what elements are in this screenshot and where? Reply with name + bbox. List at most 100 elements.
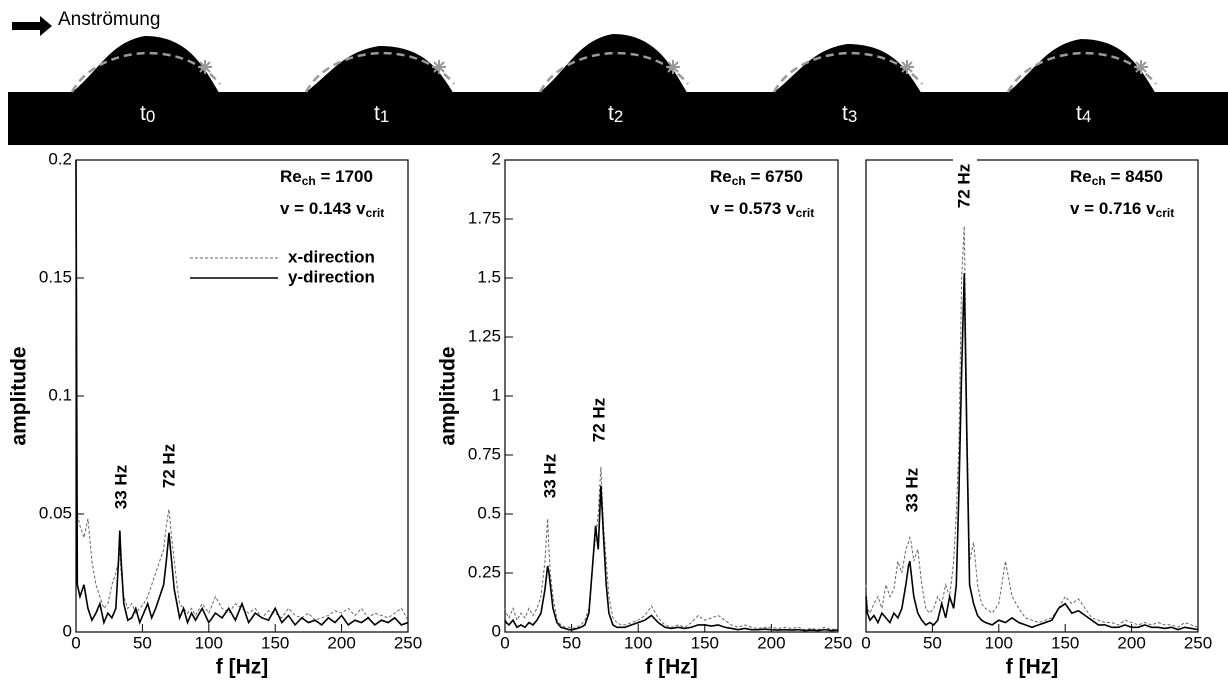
frame-label: t3 <box>842 102 857 127</box>
frame-label-sub: 0 <box>146 107 155 126</box>
frame-label-sub: 1 <box>380 107 389 126</box>
velocity-base: v = 0.573 v <box>710 199 796 218</box>
legend-label: x-direction <box>288 247 375 266</box>
annotation-bg <box>953 156 977 216</box>
peak-annotation: 72 Hz <box>159 444 178 488</box>
reynolds-sub: ch <box>732 174 746 188</box>
spectrum-line <box>504 485 839 632</box>
contact-marker <box>900 60 914 74</box>
plot-frame <box>504 159 839 633</box>
spectrum-line <box>865 226 1199 628</box>
reynolds-value: = 8450 <box>1106 167 1163 186</box>
plot-frame <box>865 159 1199 633</box>
peak-annotation: 72 Hz <box>589 398 608 442</box>
y-tick-label: 1.75 <box>468 208 501 227</box>
x-tick-label: 150 <box>691 633 719 652</box>
reynolds-label: Rech = 1700 <box>280 167 373 188</box>
x-tick-label: 250 <box>394 633 422 652</box>
contact-marker <box>198 60 212 74</box>
peak-annotation: 72 Hz <box>954 164 973 208</box>
strip-background <box>8 92 1228 145</box>
legend-label: y-direction <box>288 267 375 286</box>
droplet <box>538 34 688 94</box>
x-tick-label: 50 <box>562 633 581 652</box>
y-tick-label: 2 <box>492 149 501 168</box>
y-tick-label: 0.2 <box>48 149 72 168</box>
flow-arrow <box>12 16 52 36</box>
reynolds-sub: ch <box>302 174 316 188</box>
velocity-sub: crit <box>1156 206 1175 220</box>
frame-label-sub: 3 <box>848 107 857 126</box>
velocity-label: v = 0.573 vcrit <box>710 199 814 220</box>
peak-annotation: 33 Hz <box>111 465 130 509</box>
spectrum-line <box>504 466 839 631</box>
plot-frame <box>75 159 409 633</box>
reynolds-sub: ch <box>1092 174 1106 188</box>
y-tick-label: 0 <box>492 621 501 640</box>
y-tick-label: 1 <box>492 385 501 404</box>
x-tick-label: 100 <box>624 633 652 652</box>
frame-label-base: t <box>374 102 380 125</box>
x-axis-label: f [Hz] <box>645 656 697 679</box>
x-tick-label: 150 <box>261 633 289 652</box>
x-tick-label: 0 <box>861 633 870 652</box>
contact-marker <box>432 60 446 74</box>
y-tick-label: 0.15 <box>39 267 72 286</box>
frame-label: t0 <box>140 102 155 127</box>
frame-label-base: t <box>1076 102 1082 125</box>
frame-label-sub: 4 <box>1082 107 1091 126</box>
x-axis-label: f [Hz] <box>1006 656 1058 679</box>
velocity-label: v = 0.716 vcrit <box>1070 199 1174 220</box>
frame-label: t1 <box>374 102 389 127</box>
velocity-sub: crit <box>796 206 815 220</box>
y-tick-label: 0.1 <box>48 385 72 404</box>
droplet <box>772 44 922 94</box>
peak-annotation: 33 Hz <box>902 468 921 512</box>
y-axis-label: amplitude <box>8 346 31 445</box>
y-tick-label: 0.5 <box>477 503 501 522</box>
frame-label-base: t <box>842 102 848 125</box>
x-tick-label: 250 <box>1184 633 1212 652</box>
reynolds-base: Re <box>1070 167 1092 186</box>
reynolds-value: = 1700 <box>316 167 373 186</box>
x-tick-label: 200 <box>1117 633 1145 652</box>
x-tick-label: 50 <box>923 633 942 652</box>
x-axis-label: f [Hz] <box>216 656 268 679</box>
x-tick-label: 200 <box>757 633 785 652</box>
frame-label: t4 <box>1076 102 1091 127</box>
velocity-sub: crit <box>366 206 385 220</box>
y-tick-label: 0.05 <box>39 503 72 522</box>
velocity-base: v = 0.143 v <box>280 199 366 218</box>
droplet <box>70 36 220 94</box>
x-tick-label: 100 <box>195 633 223 652</box>
droplet <box>1006 39 1156 94</box>
frame-label-base: t <box>608 102 614 125</box>
x-tick-label: 0 <box>71 633 80 652</box>
y-tick-label: 1.5 <box>477 267 501 286</box>
y-axis-label: amplitude <box>437 346 460 445</box>
x-tick-label: 50 <box>133 633 152 652</box>
contact-marker <box>1134 60 1148 74</box>
reynolds-value: = 6750 <box>746 167 803 186</box>
reynolds-base: Re <box>280 167 302 186</box>
x-tick-label: 100 <box>985 633 1013 652</box>
x-tick-label: 250 <box>824 633 852 652</box>
flow-label: Anströmung <box>58 9 160 30</box>
reynolds-label: Rech = 8450 <box>1070 167 1163 188</box>
y-tick-label: 1.25 <box>468 326 501 345</box>
reynolds-label: Rech = 6750 <box>710 167 803 188</box>
frame-label-sub: 2 <box>614 107 623 126</box>
y-tick-label: 0.25 <box>468 562 501 581</box>
peak-annotation: 33 Hz <box>540 454 559 498</box>
x-tick-label: 0 <box>500 633 509 652</box>
reynolds-base: Re <box>710 167 732 186</box>
x-tick-label: 200 <box>327 633 355 652</box>
velocity-label: v = 0.143 vcrit <box>280 199 384 220</box>
y-tick-label: 0.75 <box>468 444 501 463</box>
frame-label-base: t <box>140 102 146 125</box>
frame-label: t2 <box>608 102 623 127</box>
spectrum-line <box>75 159 409 627</box>
velocity-base: v = 0.716 v <box>1070 199 1156 218</box>
spectrum-line <box>865 273 1199 631</box>
